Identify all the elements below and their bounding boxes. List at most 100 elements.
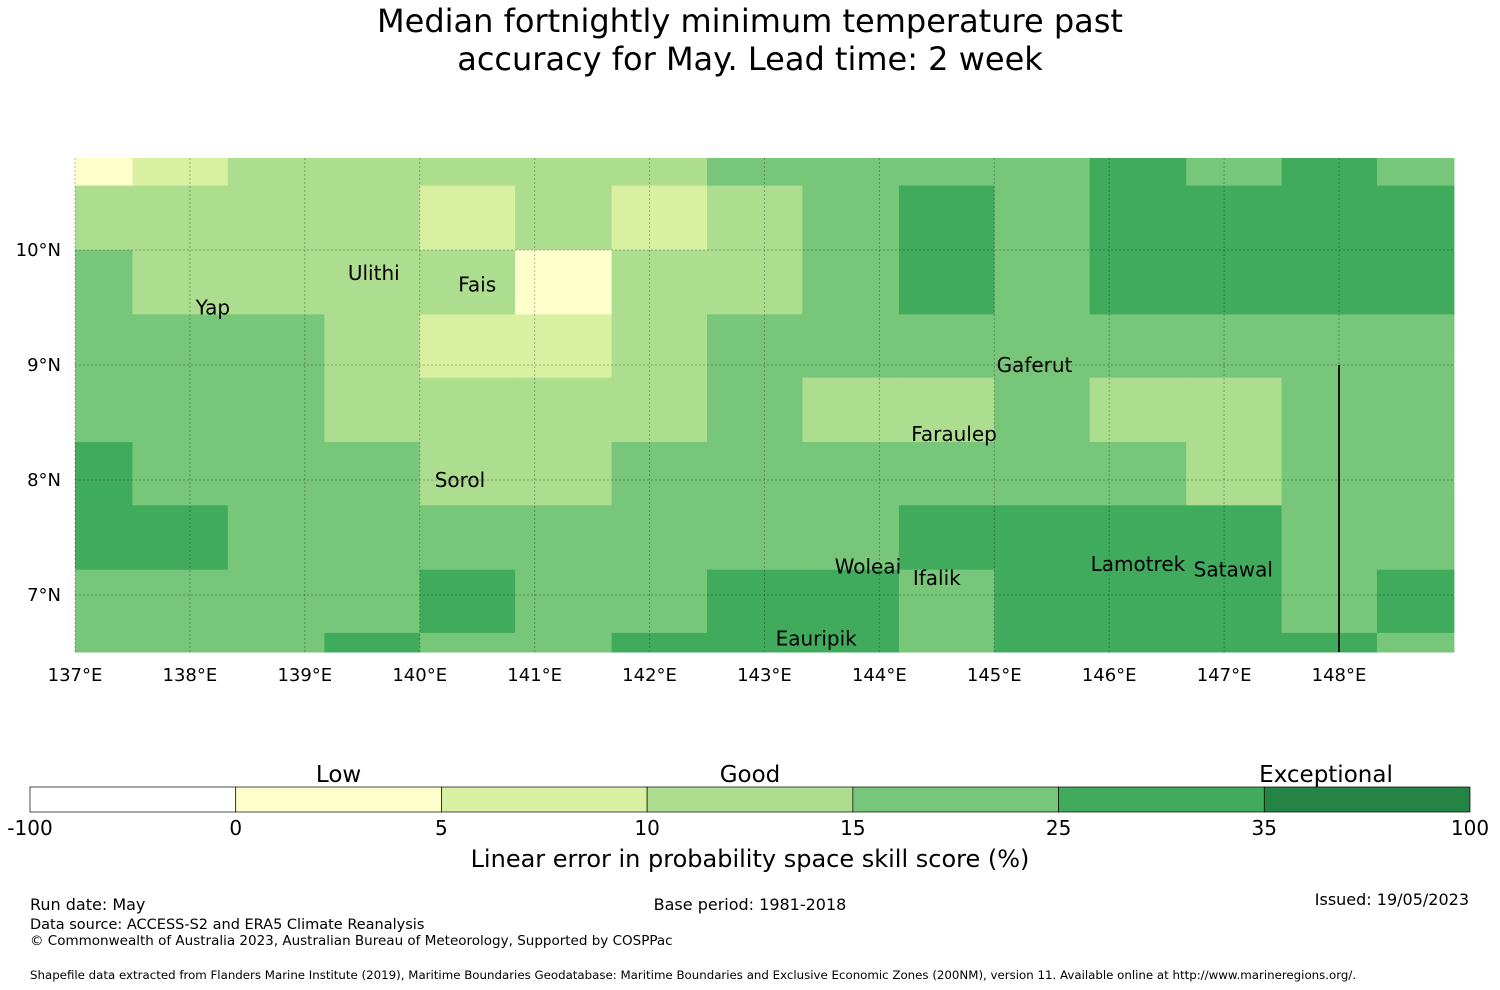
skill-cell	[802, 250, 900, 315]
lat-tick-label: 10°N	[16, 240, 61, 261]
skill-cell	[75, 158, 133, 187]
colorbar-tick-label: 5	[435, 816, 448, 840]
skill-cell	[898, 158, 995, 187]
skill-cell	[1281, 185, 1378, 251]
skill-cell	[1376, 250, 1455, 315]
skill-cell	[75, 632, 133, 653]
skill-cell	[419, 250, 516, 315]
skill-cell	[611, 250, 708, 315]
skill-cell	[1089, 442, 1187, 506]
skill-cell	[1376, 569, 1455, 634]
skill-cell	[1281, 505, 1378, 571]
skill-cell	[132, 250, 229, 315]
skill-cell	[515, 569, 613, 634]
skill-cell	[515, 314, 613, 379]
skill-cell	[1281, 158, 1378, 187]
skill-cell	[1281, 377, 1378, 443]
skill-cell	[707, 569, 803, 634]
skill-cell	[1186, 250, 1283, 315]
skill-cell	[994, 158, 1091, 187]
skill-cell	[1186, 569, 1283, 634]
skill-cell	[419, 158, 516, 187]
skill-cell	[802, 185, 900, 251]
skill-cell	[227, 632, 325, 653]
place-label: Satawal	[1194, 558, 1273, 582]
skill-cell	[994, 377, 1091, 443]
skill-cell	[515, 505, 613, 571]
skill-cell	[994, 314, 1091, 379]
skill-cell	[611, 632, 708, 653]
skill-cell	[132, 632, 229, 653]
colorbar-tick-label: 15	[840, 816, 865, 840]
place-label: Yap	[195, 296, 230, 320]
skill-cell	[324, 314, 421, 379]
data-source: Data source: ACCESS-S2 and ERA5 Climate …	[30, 917, 425, 933]
lon-tick-label: 145°E	[967, 665, 1022, 686]
colorbar-segment	[1263, 786, 1471, 813]
title-line-2: accuracy for May. Lead time: 2 week	[457, 40, 1043, 78]
colorbar-segment	[29, 786, 237, 813]
skill-cell	[324, 377, 421, 443]
skill-cell	[75, 442, 133, 506]
skill-cell	[515, 158, 613, 187]
colorbar-tick-label: 10	[634, 816, 659, 840]
skill-cell	[611, 185, 708, 251]
place-label: Lamotrek	[1091, 552, 1186, 576]
skill-cell	[802, 377, 900, 443]
colorbar	[29, 786, 1471, 813]
skill-cell	[324, 185, 421, 251]
skill-cell	[802, 632, 900, 653]
skill-cell	[1376, 377, 1455, 443]
place-label: Woleai	[835, 554, 902, 578]
skill-cell	[227, 377, 325, 443]
lat-tick-label: 9°N	[27, 355, 61, 376]
skill-cell	[515, 185, 613, 251]
skill-cell	[419, 314, 516, 379]
place-label: Gaferut	[997, 353, 1073, 377]
skill-cells	[75, 158, 1455, 653]
skill-cell	[898, 569, 995, 634]
lon-tick-label: 144°E	[852, 665, 907, 686]
lon-tick-label: 141°E	[507, 665, 562, 686]
skill-cell	[1186, 442, 1283, 506]
skill-cell	[707, 442, 803, 506]
skill-cell	[419, 632, 516, 653]
skill-cell	[611, 314, 708, 379]
issued-date: Issued: 19/05/2023	[1314, 890, 1469, 909]
skill-cell	[1186, 505, 1283, 571]
skill-cell	[611, 569, 708, 634]
skill-cell	[1281, 250, 1378, 315]
skill-cell	[515, 632, 613, 653]
skill-cell	[1281, 569, 1378, 634]
place-label: Ifalik	[913, 566, 961, 590]
lon-tick-label: 147°E	[1197, 665, 1252, 686]
skill-cell	[994, 632, 1091, 653]
skill-cell	[611, 377, 708, 443]
place-labels: Yap Ulithi Fais Gaferut Faraulep Sorol Woleai I…	[195, 261, 1273, 651]
skill-cell	[132, 377, 229, 443]
lat-tick-label: 8°N	[27, 470, 61, 491]
lon-tick-label: 148°E	[1312, 665, 1367, 686]
skill-cell	[898, 250, 995, 315]
skill-cell	[898, 505, 995, 571]
place-label: Faraulep	[911, 422, 997, 446]
colorbar-segment	[1058, 786, 1265, 813]
colorbar-tick-label: -100	[7, 816, 52, 840]
place-label: Eauripik	[776, 627, 858, 651]
skill-cell	[1186, 314, 1283, 379]
place-label: Ulithi	[348, 261, 400, 285]
skill-cell	[132, 569, 229, 634]
lon-tick-label: 138°E	[163, 665, 218, 686]
skill-cell	[1089, 505, 1187, 571]
skill-cell	[132, 314, 229, 379]
lon-tick-label: 139°E	[277, 665, 332, 686]
skill-cell	[1376, 505, 1455, 571]
skill-cell	[707, 505, 803, 571]
colorbar-label: Linear error in probability space skill …	[470, 845, 1030, 873]
skill-cell	[515, 442, 613, 506]
colorbar-segment	[235, 786, 442, 813]
skill-cell	[227, 314, 325, 379]
skill-cell	[515, 250, 613, 315]
place-label: Fais	[458, 273, 496, 297]
lon-tick-label: 137°E	[48, 665, 103, 686]
